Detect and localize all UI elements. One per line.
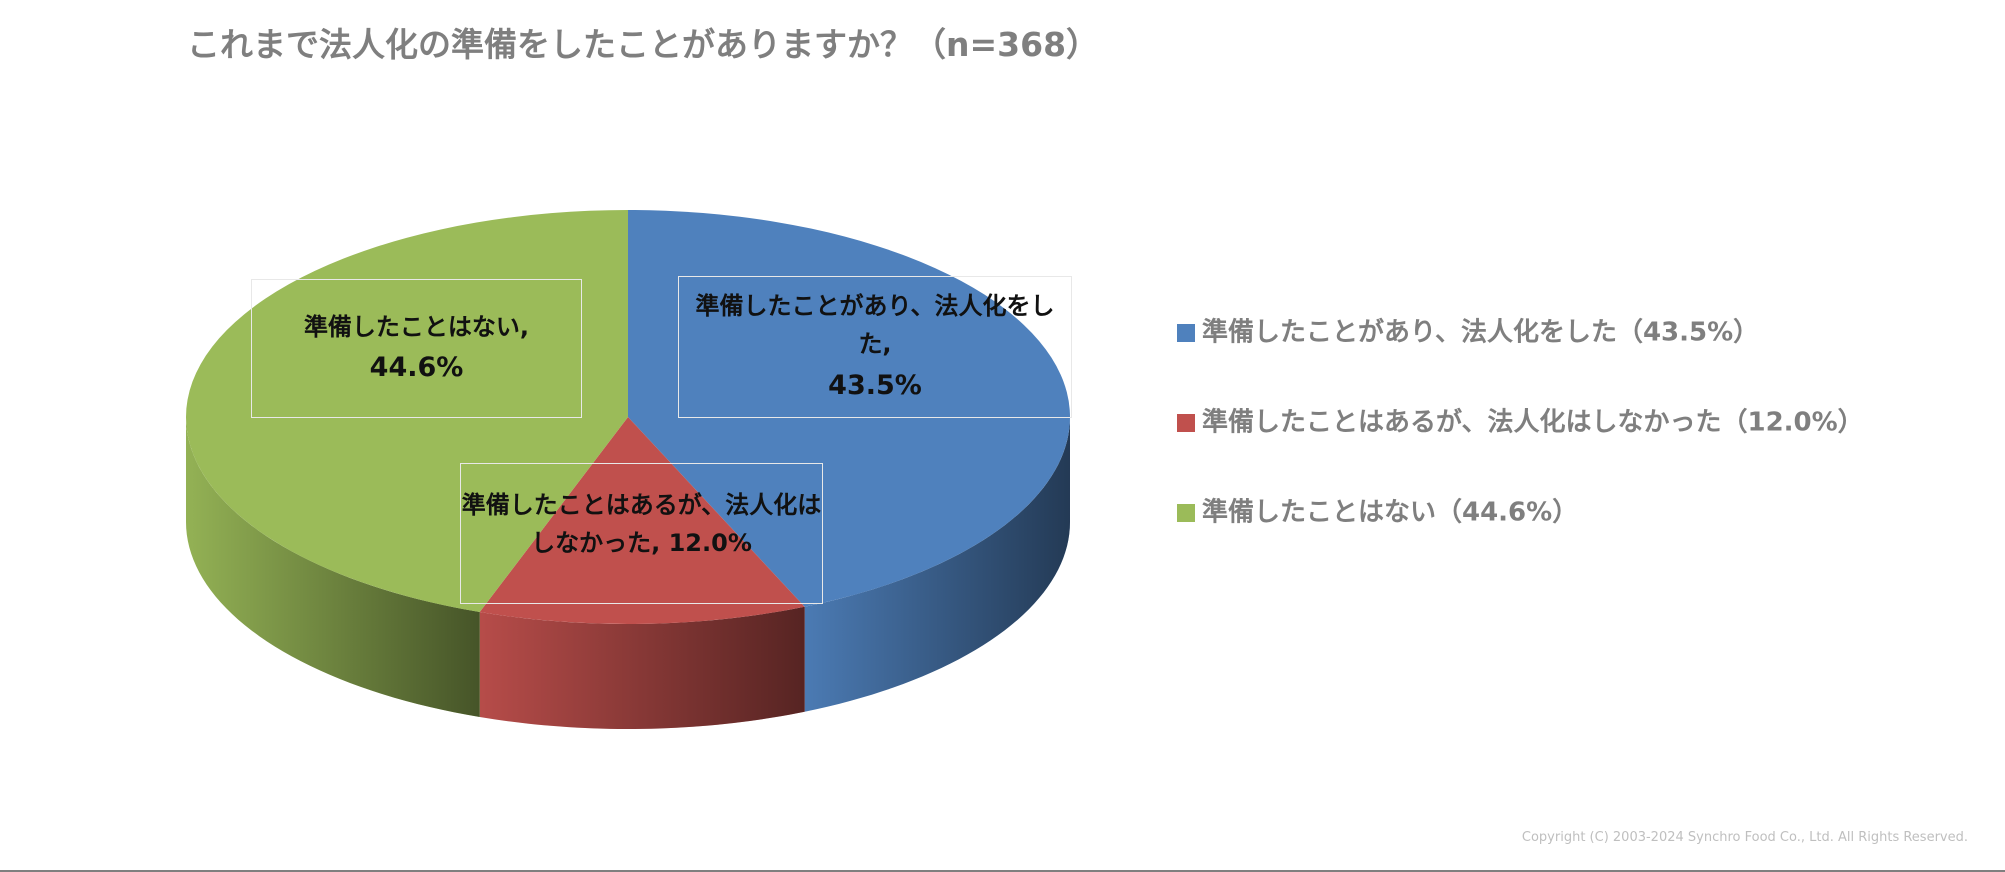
legend: 準備したことがあり、法人化をした（43.5%） 準備したことはあるが、法人化はしな… bbox=[1177, 317, 1864, 528]
data-label: 準備したことはあるが、法人化はしなかった, 12.0% bbox=[460, 463, 823, 604]
slice-side-shade bbox=[804, 417, 1070, 712]
data-label-value: 43.5% bbox=[828, 369, 922, 401]
legend-swatch bbox=[1177, 324, 1195, 342]
data-label-value: 12.0% bbox=[668, 529, 752, 558]
legend-label: 準備したことはない（44.6%） bbox=[1202, 497, 1578, 528]
legend-swatch bbox=[1177, 504, 1195, 522]
data-label-name: 準備したことはない, bbox=[303, 312, 530, 341]
copyright: Copyright (C) 2003-2024 Synchro Food Co.… bbox=[1522, 830, 1968, 845]
pie-tops bbox=[185, 210, 1070, 624]
data-label: 準備したことがあり、法人化をした, 43.5% bbox=[678, 276, 1072, 418]
slice bbox=[185, 210, 628, 613]
data-label: 準備したことはない, 44.6% bbox=[251, 279, 582, 418]
slice bbox=[628, 210, 1070, 607]
data-label-name: 準備したことがあり、法人化をした, bbox=[695, 292, 1055, 359]
legend-swatch bbox=[1177, 414, 1195, 432]
chart-title: これまで法人化の準備をしたことがありますか？（n=368） bbox=[187, 25, 1099, 64]
data-label-value: 44.6% bbox=[369, 352, 464, 384]
pie-sides bbox=[186, 417, 1070, 729]
slice-side-shade bbox=[479, 606, 805, 729]
slice bbox=[479, 417, 805, 624]
data-label-name: 準備したことはあるが、法人化はしなかった, bbox=[461, 491, 822, 558]
legend-label: 準備したことがあり、法人化をした（43.5%） bbox=[1202, 317, 1759, 348]
slice-side-shade bbox=[186, 417, 480, 718]
legend-label: 準備したことはあるが、法人化はしなかった（12.0%） bbox=[1202, 407, 1864, 438]
